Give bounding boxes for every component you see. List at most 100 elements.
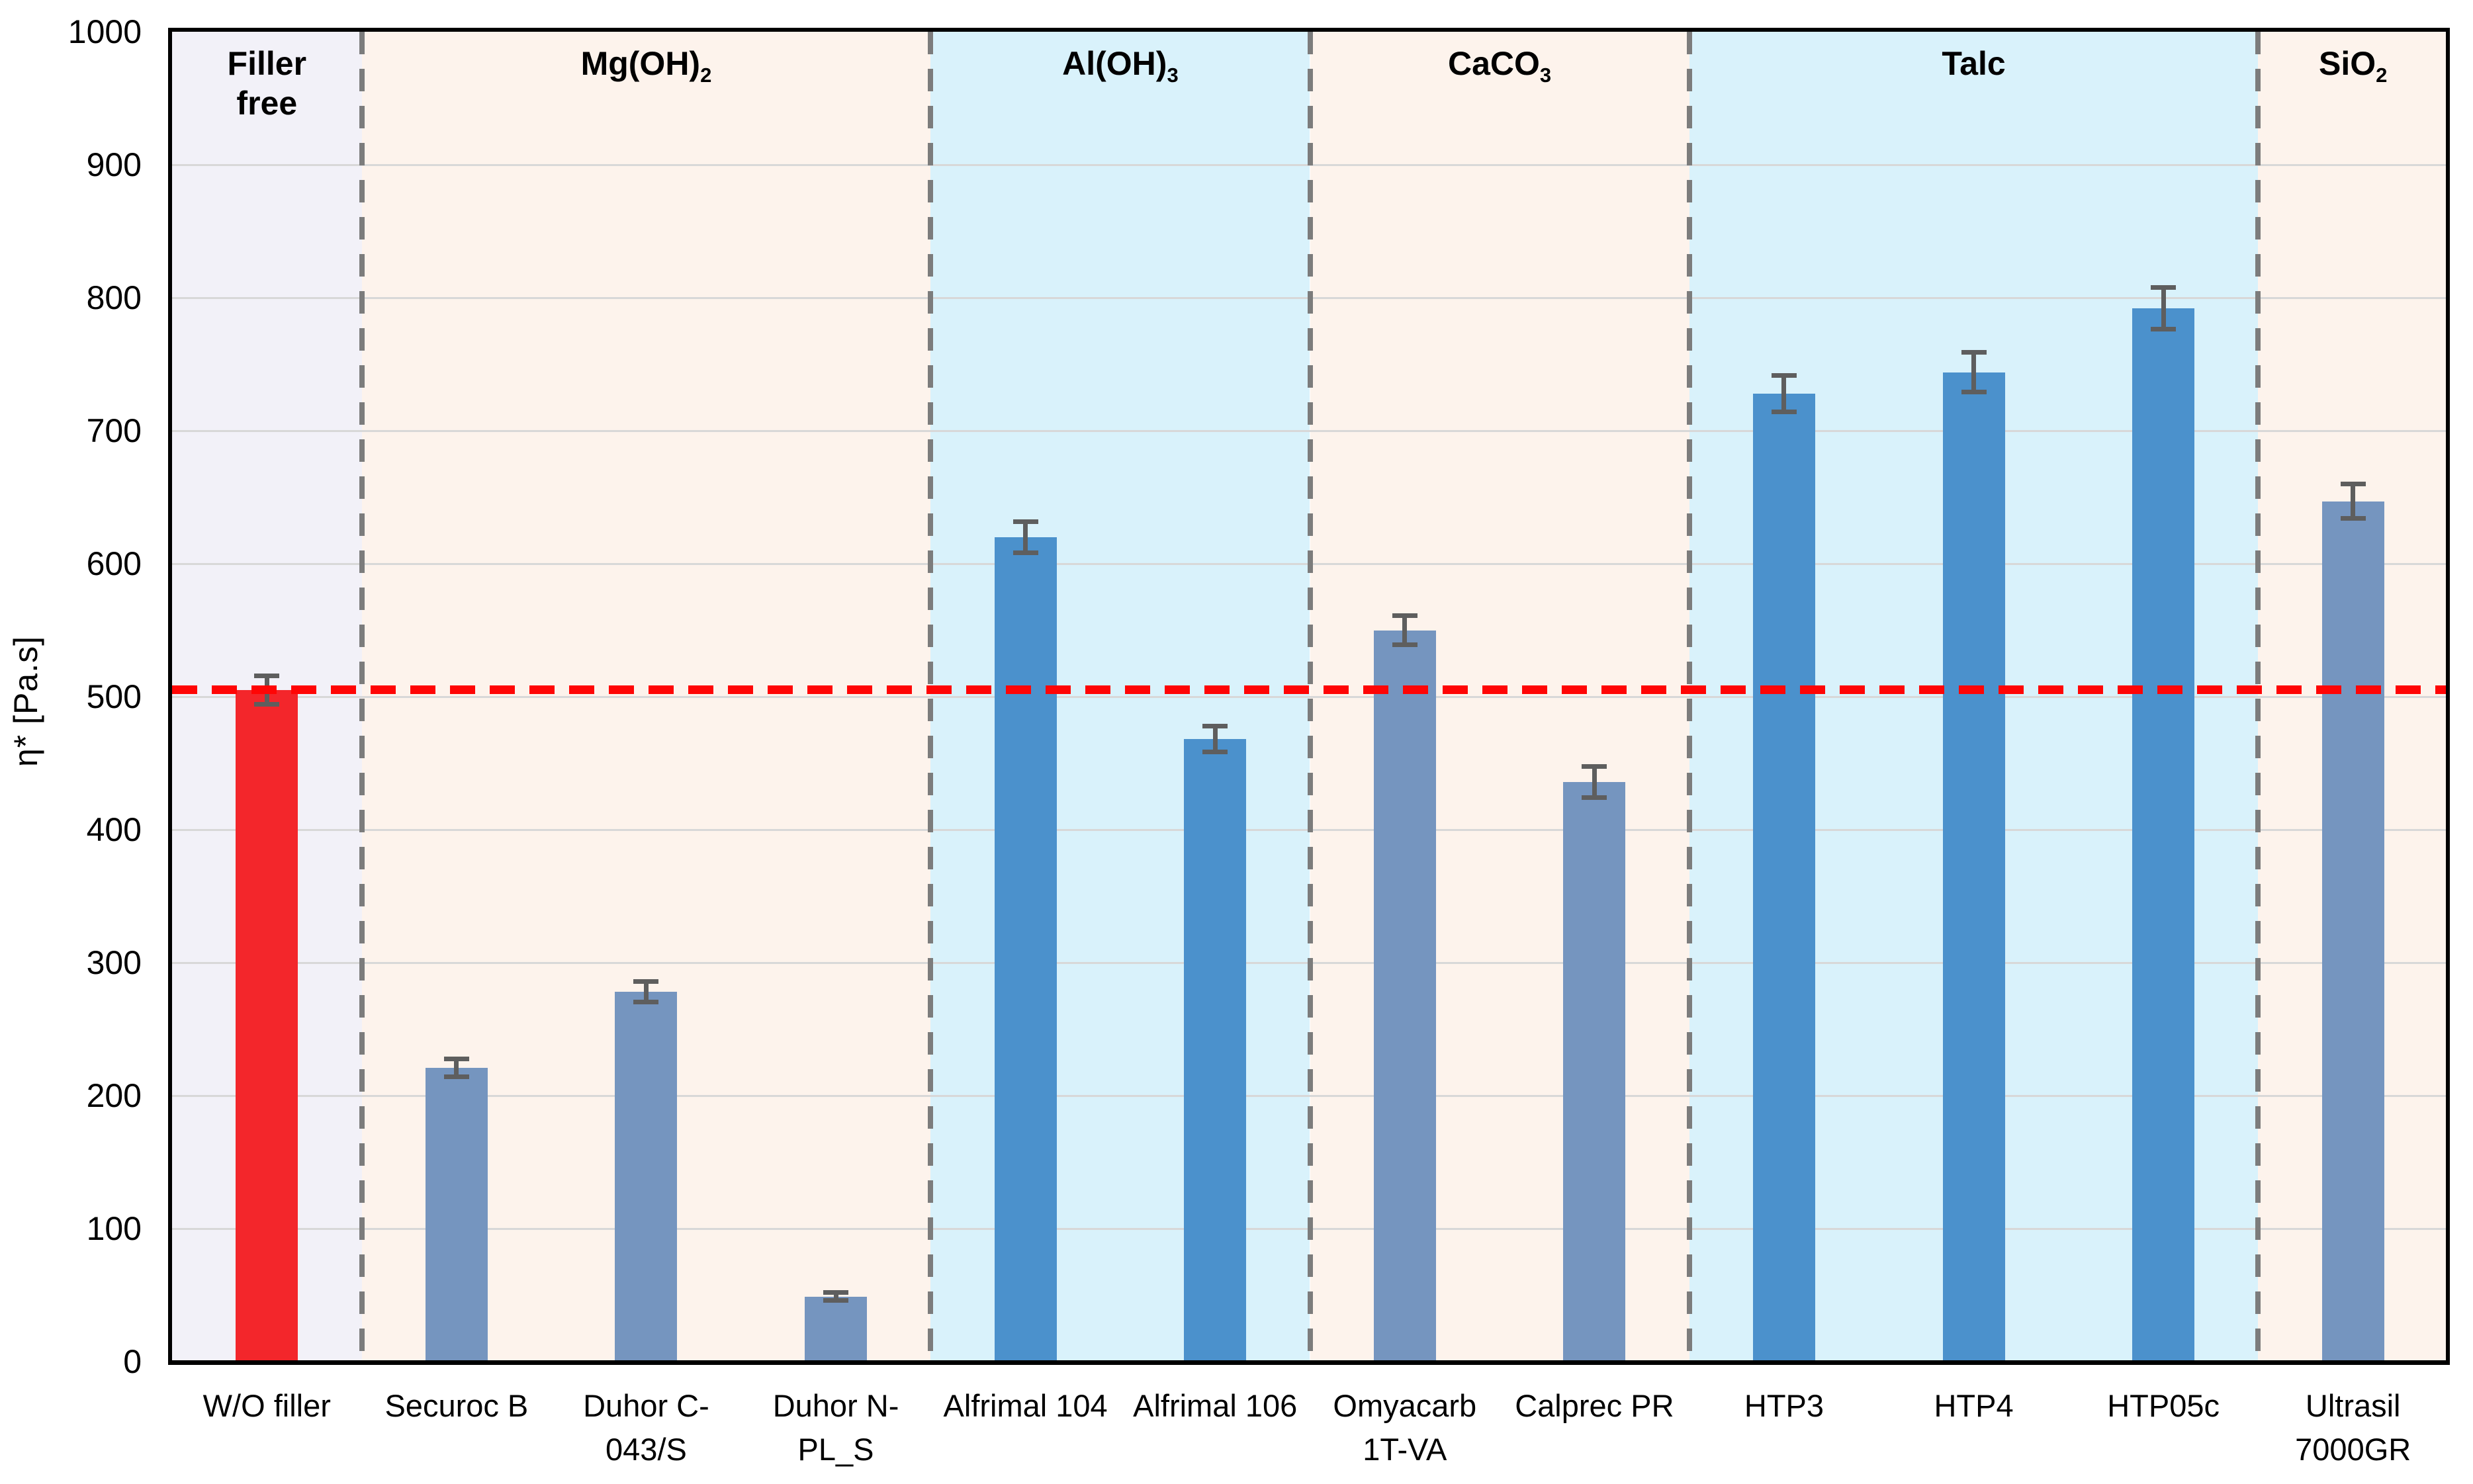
group-separator-line bbox=[2255, 32, 2261, 1362]
y-tick-label: 100 bbox=[86, 1210, 142, 1247]
x-tick-label-htp4: HTP4 bbox=[1879, 1384, 2069, 1428]
group-label-mg-oh-2: Mg(OH)2 bbox=[362, 44, 931, 95]
error-bar bbox=[1023, 521, 1028, 553]
bar-htp4 bbox=[1942, 372, 2005, 1362]
x-tick-label-line: Duhor C- bbox=[583, 1388, 709, 1423]
error-bar-cap-bottom bbox=[1961, 389, 1987, 394]
x-tick-label-line: W/O filler bbox=[202, 1388, 331, 1423]
error-bar bbox=[454, 1058, 459, 1077]
error-bar bbox=[2161, 286, 2166, 330]
x-tick-label-line: Securoc B bbox=[384, 1388, 529, 1423]
error-bar-cap-top bbox=[823, 1290, 849, 1295]
error-bar bbox=[1592, 765, 1597, 798]
error-bar-cap-top bbox=[2151, 284, 2177, 290]
error-bar-cap-bottom bbox=[443, 1074, 469, 1079]
error-bar-cap-bottom bbox=[1392, 642, 1417, 647]
error-bar-cap-top bbox=[1771, 372, 1797, 378]
group-separator-line bbox=[1686, 32, 1692, 1362]
y-tick-label: 800 bbox=[86, 279, 142, 316]
x-tick-label-htp05c: HTP05c bbox=[2069, 1384, 2259, 1428]
bar-calprec-pr bbox=[1563, 781, 1626, 1362]
plot-top-border bbox=[168, 28, 2450, 32]
error-bar-cap-bottom bbox=[823, 1297, 849, 1303]
group-label-sio2: SiO2 bbox=[2258, 44, 2448, 95]
error-bar-cap-top bbox=[1012, 519, 1038, 524]
x-tick-label-w-o-filler: W/O filler bbox=[172, 1384, 362, 1428]
y-tick-label: 200 bbox=[86, 1077, 142, 1114]
group-label-line: Mg(OH)2 bbox=[580, 45, 712, 87]
x-tick-label-line: 043/S bbox=[606, 1432, 687, 1467]
x-tick-label-htp3: HTP3 bbox=[1689, 1384, 1879, 1428]
x-tick-label-line: HTP05c bbox=[2107, 1388, 2220, 1423]
error-bar bbox=[2351, 484, 2356, 519]
group-label-line: Filler bbox=[227, 45, 307, 82]
x-tick-label-omyacarb-1t-va: Omyacarb 1T-VA bbox=[1310, 1384, 1500, 1471]
y-tick-label: 0 bbox=[123, 1343, 142, 1380]
y-tick-label: 1000 bbox=[67, 13, 142, 50]
group-label-subscript: 2 bbox=[700, 64, 712, 87]
y-tick-label: 400 bbox=[86, 811, 142, 848]
error-bar-cap-bottom bbox=[2340, 515, 2366, 521]
x-tick-label-ultrasil-7000gr: Ultrasil 7000GR bbox=[2258, 1384, 2448, 1471]
x-tick-label-line: Duhor N- bbox=[772, 1388, 899, 1423]
bar-duhor-c-043-s bbox=[615, 992, 678, 1362]
group-label-line: free bbox=[236, 85, 298, 122]
error-bar-cap-bottom bbox=[254, 702, 280, 707]
error-bar-cap-bottom bbox=[1012, 550, 1038, 555]
bar-omyacarb-1t-va bbox=[1373, 630, 1436, 1362]
bar-htp3 bbox=[1752, 393, 1815, 1362]
error-bar bbox=[1971, 352, 1977, 392]
group-separator-line bbox=[928, 32, 934, 1362]
error-bar-cap-top bbox=[254, 673, 280, 678]
x-tick-label-line: Omyacarb bbox=[1333, 1388, 1477, 1423]
reference-line bbox=[172, 685, 2448, 695]
error-bar bbox=[1781, 374, 1787, 412]
error-bar-cap-bottom bbox=[2151, 327, 2177, 332]
x-tick-label-alfrimal-106: Alfrimal 106 bbox=[1120, 1384, 1310, 1428]
group-label-line: SiO2 bbox=[2319, 45, 2388, 87]
bar-alfrimal-104 bbox=[994, 537, 1057, 1362]
y-axis-line bbox=[168, 28, 172, 1365]
group-label-filler-free: Filler free bbox=[172, 44, 362, 123]
error-bar bbox=[833, 1292, 838, 1301]
bar-ultrasil-7000gr bbox=[2321, 501, 2384, 1362]
y-tick-label: 500 bbox=[86, 678, 142, 715]
error-bar-cap-top bbox=[1392, 613, 1417, 619]
error-bar-cap-top bbox=[2340, 482, 2366, 487]
y-tick-label: 300 bbox=[86, 944, 142, 981]
x-tick-label-duhor-c-043-s: Duhor C- 043/S bbox=[551, 1384, 741, 1471]
group-label-subscript: 3 bbox=[1167, 64, 1179, 87]
x-tick-label-securoc-b: Securoc B bbox=[362, 1384, 552, 1428]
error-bar-cap-bottom bbox=[1582, 795, 1607, 800]
error-bar bbox=[1212, 726, 1218, 753]
x-tick-label-line: 7000GR bbox=[2295, 1432, 2411, 1467]
x-tick-label-line: Alfrimal 106 bbox=[1133, 1388, 1298, 1423]
x-tick-label-line: PL_S bbox=[797, 1432, 874, 1467]
group-label-subscript: 2 bbox=[2376, 64, 2388, 87]
group-label-line: CaCO3 bbox=[1447, 45, 1552, 87]
bar-alfrimal-106 bbox=[1184, 739, 1247, 1362]
error-bar-cap-top bbox=[633, 979, 659, 984]
error-bar bbox=[643, 981, 649, 1003]
error-bar-cap-top bbox=[1582, 764, 1607, 769]
error-bar-cap-bottom bbox=[1771, 409, 1797, 414]
x-tick-label-line: HTP3 bbox=[1744, 1388, 1824, 1423]
x-tick-label-line: Ultrasil bbox=[2305, 1388, 2401, 1423]
x-axis-line bbox=[168, 1360, 2450, 1365]
group-separator-line bbox=[359, 32, 365, 1362]
plot-right-border bbox=[2446, 28, 2450, 1365]
error-bar-cap-bottom bbox=[1202, 750, 1228, 755]
y-axis-title: η* [Pa.s] bbox=[7, 636, 44, 767]
x-tick-label-line: Calprec PR bbox=[1515, 1388, 1674, 1423]
bar-w-o-filler bbox=[236, 689, 298, 1362]
x-tick-label-duhor-n-pl-s: Duhor N- PL_S bbox=[741, 1384, 931, 1471]
error-bar-cap-top bbox=[1202, 724, 1228, 729]
y-tick-label: 700 bbox=[86, 412, 142, 449]
x-tick-label-line: HTP4 bbox=[1934, 1388, 2014, 1423]
y-tick-label: 600 bbox=[86, 545, 142, 582]
group-label-line: Talc bbox=[1942, 45, 2006, 82]
error-bar-cap-top bbox=[1961, 350, 1987, 355]
group-separator-line bbox=[1307, 32, 1313, 1362]
x-tick-label-calprec-pr: Calprec PR bbox=[1500, 1384, 1689, 1428]
